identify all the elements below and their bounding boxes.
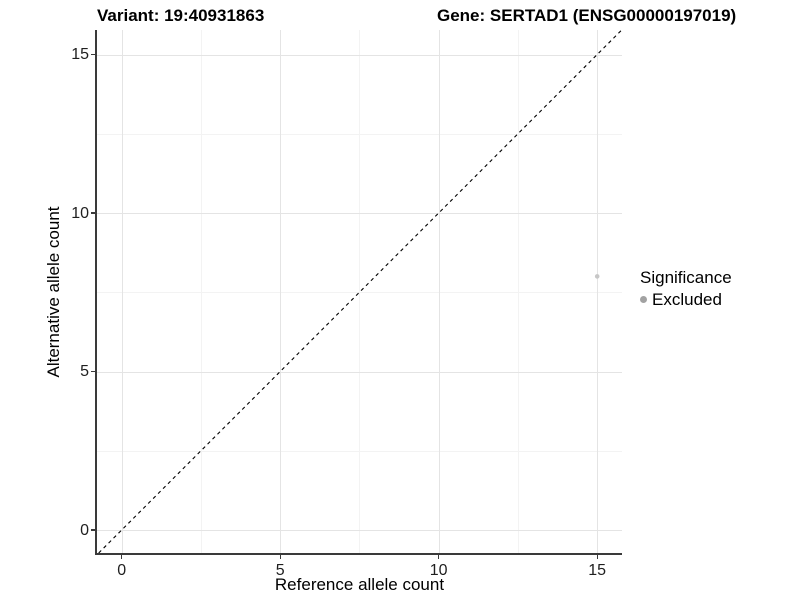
y-axis-title: Alternative allele count [44,206,63,378]
gridline-major-horizontal [97,371,622,373]
legend-title: Significance [640,268,732,287]
x-axis-title: Reference allele count [274,575,445,594]
plot-title-variant: Variant: 19:40931863 [97,6,265,25]
gridline-minor-horizontal [97,133,622,135]
gridline-major-horizontal [97,54,622,56]
panel-canvas [98,30,622,553]
gridline-major-vertical [280,30,282,553]
identity-dashed-line [98,30,622,553]
gridline-minor-vertical [359,30,361,553]
x-tick-mark [596,554,598,559]
x-tick-label: 5 [275,562,285,579]
x-tick-label: 0 [117,562,127,579]
gridline-major-horizontal [97,530,622,531]
y-tick-label: 5 [80,363,89,380]
gridline-minor-vertical [517,30,519,553]
legend-key-dot [640,296,647,303]
plot-title-gene: Gene: SERTAD1 (ENSG00000197019) [437,6,737,25]
legend-entry-label: Excluded [652,290,722,309]
gridline-major-vertical [597,30,599,553]
x-tick-label: 10 [429,562,448,579]
y-tick-label: 15 [71,46,89,63]
data-point [594,274,600,279]
y-tick-mark [90,212,96,214]
gridline-major-horizontal [97,213,622,214]
gridline-major-vertical [438,30,440,553]
gridline-major-vertical [121,30,123,553]
x-tick-mark [279,554,281,559]
y-tick-label: 10 [71,204,89,222]
y-tick-mark [90,53,96,56]
plot-panel [97,30,622,553]
gridline-minor-horizontal [97,450,622,452]
y-tick-label: 0 [80,521,89,539]
y-axis-line [95,30,97,555]
x-tick-label: 15 [588,562,607,579]
x-tick-mark [121,554,123,559]
legend-entry-excluded: Excluded [637,290,732,309]
gridline-minor-vertical [200,30,202,553]
legend: Significance Excluded [637,268,732,309]
y-tick-mark [90,370,96,373]
x-tick-mark [438,554,440,559]
gridline-minor-horizontal [97,292,622,294]
y-tick-mark [90,529,96,531]
x-axis-line [95,553,623,555]
